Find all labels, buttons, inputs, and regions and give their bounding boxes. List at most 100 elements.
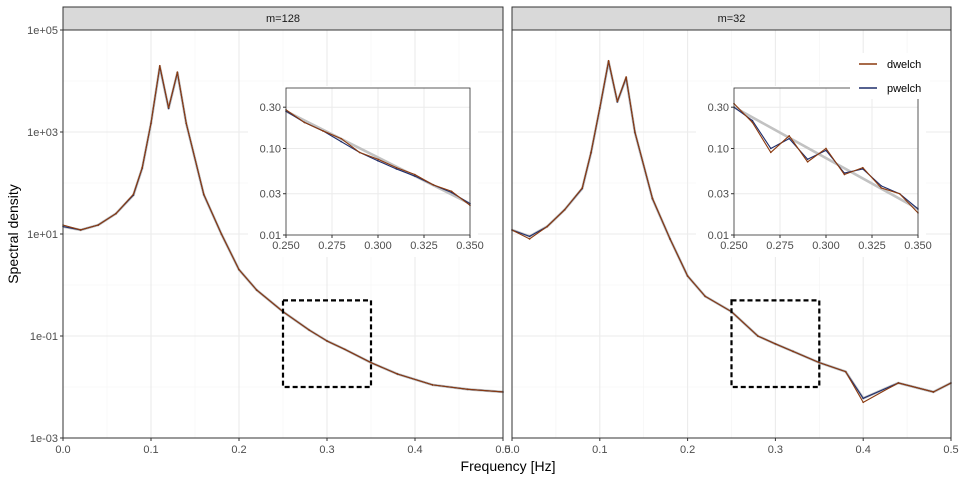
series-dwelch-point	[634, 131, 636, 133]
x-tick-label: 0.2	[680, 444, 695, 456]
series-dwelch-point	[607, 59, 610, 62]
series-dwelch-point	[651, 197, 654, 200]
series-dwelch-point	[757, 335, 759, 337]
inset-series-dwelch-point	[450, 190, 453, 193]
y-tick-label: 1e+05	[27, 25, 58, 37]
series-dwelch-point	[167, 106, 170, 109]
series-dwelch-point	[396, 373, 399, 375]
series-dwelch-point	[220, 233, 223, 235]
y-tick-label: 1e+01	[27, 229, 58, 241]
x-tick-label: 0.1	[592, 444, 607, 456]
inset-plot: 0.250 0.275 0.300 0.325 0.350 0.01 0.03 0.10 0.3…	[248, 86, 484, 257]
series-pwelch-point	[528, 235, 531, 238]
series-dwelch-point	[326, 340, 328, 342]
inset-y-tick-label: 0.30	[708, 102, 729, 114]
panel-border	[511, 29, 952, 439]
inset-series-pwelch-point	[825, 149, 827, 152]
x-tick-label: 0.3	[768, 444, 783, 456]
series-dwelch-point	[616, 100, 619, 103]
inset-series-pwelch-point	[395, 168, 398, 170]
inset-smooth-fit-line	[733, 106, 919, 211]
inset-x-tick-label: 0.275	[766, 240, 794, 252]
inset-series-pwelch-point	[377, 160, 379, 162]
inset-series-dwelch-point	[303, 121, 306, 124]
series-dwelch-point	[370, 361, 372, 364]
series-dwelch-point	[932, 391, 935, 393]
series-dwelch-point	[897, 382, 900, 384]
x-tick-label: 0.5	[495, 444, 510, 456]
inset-x-tick-label: 0.250	[720, 240, 748, 252]
inset-series-dwelch-point	[340, 137, 343, 140]
inset-series-dwelch-point	[432, 184, 435, 186]
inset-series-dwelch-point	[751, 121, 754, 124]
inset-series-dwelch-point	[358, 151, 361, 154]
inset-series-pwelch-point	[414, 175, 416, 177]
inset-series-dwelch-point	[770, 151, 772, 154]
inset-x-tick-label: 0.325	[410, 240, 438, 252]
series-dwelch-point	[599, 106, 601, 109]
inset-series-pwelch-point	[770, 147, 772, 150]
panel-1: m=128 0.0 0.1 0.2 0.3 0.4 0.5 1e-03 1e-01 1e+01 1e…	[27, 6, 511, 456]
series-dwelch-point	[308, 329, 311, 331]
inset-y-tick-label: 0.03	[260, 189, 281, 201]
inset-y-tick-label: 0.03	[708, 189, 729, 201]
inset-x-tick-label: 0.325	[858, 240, 886, 252]
legend-background	[850, 53, 930, 99]
series-dwelch-point	[431, 384, 434, 386]
x-tick-label: 0.0	[55, 444, 70, 456]
series-dwelch-point	[686, 275, 689, 277]
inset-series-dwelch-point	[825, 147, 827, 150]
legend: dwelch pwelch	[850, 53, 930, 99]
series-dwelch-point	[132, 193, 135, 196]
inset-background	[696, 86, 926, 257]
inset-series-pwelch-point	[340, 140, 343, 143]
inset-series-dwelch-point	[806, 161, 809, 163]
series-dwelch-point	[176, 71, 179, 73]
series-dwelch-point	[546, 225, 548, 228]
inset-x-tick-label: 0.275	[318, 240, 346, 252]
series-dwelch-point	[774, 343, 777, 345]
inset-series-dwelch-point	[843, 173, 846, 176]
series-dwelch-point	[528, 238, 531, 240]
series-dwelch-point	[862, 401, 864, 404]
series-dwelch-point	[79, 229, 82, 231]
x-tick-label: 0.4	[407, 444, 422, 456]
series-dwelch-point	[238, 268, 240, 271]
inset-plot: 0.250 0.275 0.300 0.325 0.350 0.01 0.03 0.10 0.3…	[696, 86, 932, 257]
inset-series-pwelch-point	[751, 119, 754, 122]
inset-y-tick-label: 0.01	[260, 230, 281, 242]
x-axis-title: Frequency [Hz]	[461, 458, 556, 474]
series-dwelch-point	[625, 76, 627, 78]
inset-series-dwelch-point	[898, 192, 901, 195]
y-tick-label: 1e+03	[27, 127, 58, 139]
series-dwelch-point	[115, 212, 117, 215]
series-dwelch-point	[343, 348, 346, 351]
legend-label-pwelch: pwelch	[887, 83, 921, 95]
inset-series-dwelch-point	[377, 158, 379, 161]
facet-label: m=32	[718, 13, 746, 25]
series-dwelch-point	[159, 64, 161, 67]
series-dwelch-point	[792, 350, 794, 353]
series-pwelch-point	[862, 397, 864, 400]
series-dwelch-point	[150, 122, 152, 124]
inset-series-dwelch-point	[414, 173, 416, 176]
x-tick-label: 0.4	[856, 444, 871, 456]
series-dwelch-point	[844, 370, 847, 373]
inset-y-tick-label: 0.10	[260, 143, 281, 155]
inset-y-tick-label: 0.01	[708, 230, 729, 242]
series-dwelch-point	[563, 208, 566, 211]
inset-x-tick-label: 0.300	[812, 240, 840, 252]
x-tick-label: 0.3	[319, 444, 334, 456]
x-tick-label: 0.0	[504, 444, 519, 456]
series-dwelch-point	[704, 295, 706, 298]
inset-series-dwelch-point	[788, 135, 790, 137]
y-tick-label: 1e-03	[30, 433, 58, 445]
inset-series-dwelch-point	[862, 166, 864, 169]
inset-series-dwelch-point	[322, 130, 324, 132]
x-tick-label: 0.2	[231, 444, 246, 456]
inset-series-dwelch-point	[880, 187, 882, 189]
series-dwelch-line	[62, 65, 504, 393]
series-dwelch-point	[467, 388, 469, 391]
